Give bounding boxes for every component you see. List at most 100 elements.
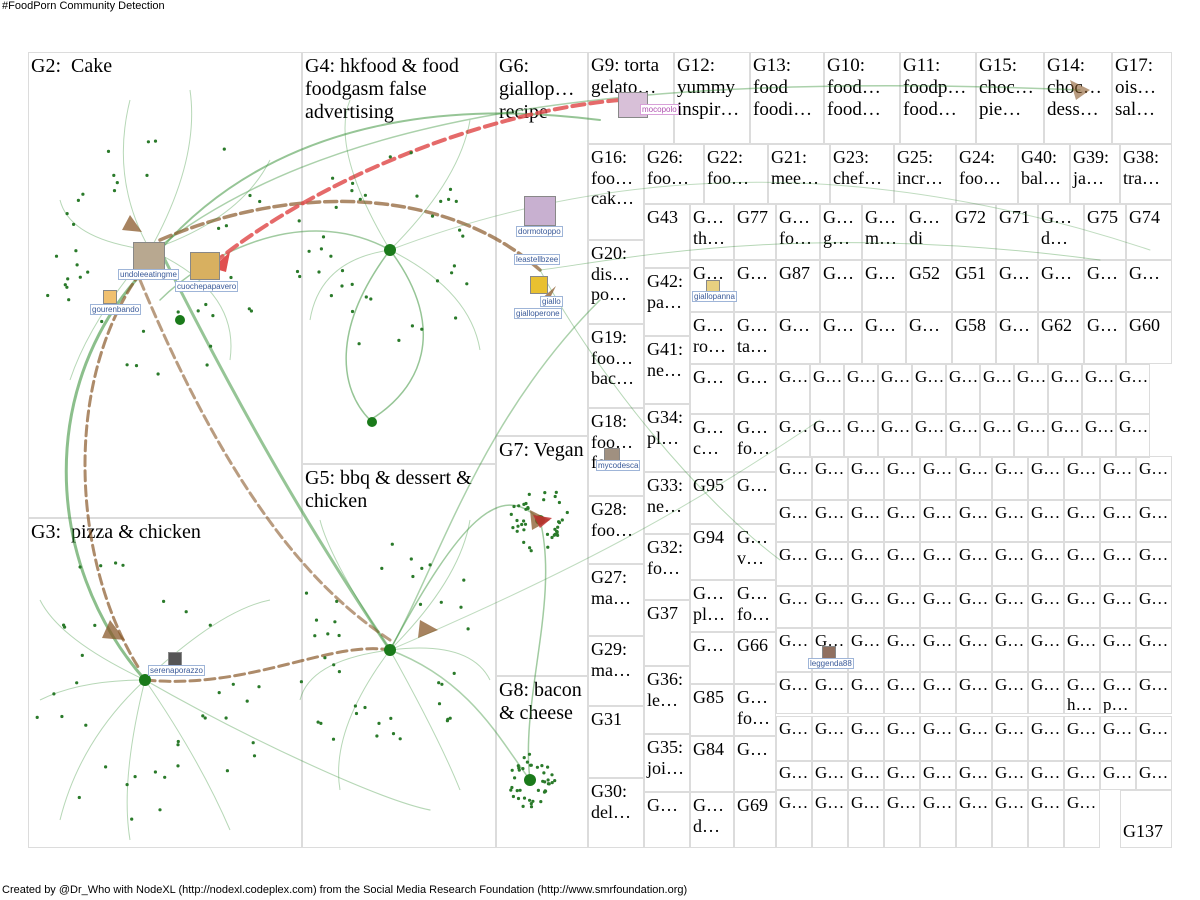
- group-small[interactable]: G… pl…: [690, 580, 734, 632]
- group-small[interactable]: G…: [848, 790, 884, 848]
- group-small[interactable]: G…: [884, 586, 920, 628]
- group-small[interactable]: G…: [776, 542, 812, 586]
- group-small[interactable]: G…: [1084, 312, 1126, 364]
- group-small[interactable]: G…: [992, 760, 1028, 790]
- group-g71[interactable]: G71: [996, 204, 1038, 260]
- group-small[interactable]: G…: [820, 312, 862, 364]
- group-small[interactable]: G… th…: [690, 204, 734, 260]
- group-small[interactable]: G…: [734, 260, 776, 312]
- group-small[interactable]: G…: [956, 500, 992, 542]
- group-small[interactable]: G…: [1126, 260, 1172, 312]
- group-small[interactable]: G…: [1084, 260, 1126, 312]
- group-small[interactable]: G…: [1048, 414, 1082, 458]
- group-g74[interactable]: G74: [1126, 204, 1172, 260]
- group-g12[interactable]: G12: yummy inspir…: [674, 52, 750, 144]
- group-small[interactable]: G…: [1064, 456, 1100, 500]
- group-g38[interactable]: G38: tra…: [1120, 144, 1172, 204]
- group-small[interactable]: G…: [980, 414, 1014, 458]
- group-g24[interactable]: G24: foo…: [956, 144, 1018, 204]
- group-small[interactable]: G…: [1064, 790, 1100, 848]
- group-small[interactable]: G…: [920, 456, 956, 500]
- group-small[interactable]: G…: [996, 312, 1038, 364]
- group-g42[interactable]: G42: pa…: [644, 268, 690, 336]
- group-small[interactable]: G…: [812, 456, 848, 500]
- group-small[interactable]: G…: [1100, 628, 1136, 672]
- group-small[interactable]: G…: [812, 790, 848, 848]
- group-small[interactable]: G…: [1064, 716, 1100, 762]
- group-g85[interactable]: G85: [690, 684, 734, 736]
- group-small[interactable]: G…: [1136, 586, 1172, 628]
- group-small[interactable]: G…: [1136, 672, 1172, 714]
- group-small[interactable]: G…: [946, 364, 980, 414]
- group-small[interactable]: G…: [884, 672, 920, 714]
- group-g77[interactable]: G77: [734, 204, 776, 260]
- group-small[interactable]: G…: [812, 586, 848, 628]
- user-label[interactable]: giallo: [540, 296, 563, 307]
- group-g36[interactable]: G36: le…: [644, 666, 690, 734]
- group-small[interactable]: G…: [776, 586, 812, 628]
- group-small[interactable]: G…: [690, 364, 734, 414]
- group-g41[interactable]: G41: ne…: [644, 336, 690, 404]
- group-small[interactable]: G…: [992, 456, 1028, 500]
- group-small[interactable]: G…: [844, 364, 878, 414]
- group-small[interactable]: G… ta…: [734, 312, 776, 364]
- group-small[interactable]: G…: [862, 312, 906, 364]
- group-small[interactable]: G…: [992, 542, 1028, 586]
- group-g137[interactable]: G137: [1120, 790, 1172, 848]
- group-small[interactable]: G…: [1028, 542, 1064, 586]
- group-small[interactable]: G…: [776, 628, 812, 672]
- group-g33[interactable]: G33: ne…: [644, 472, 690, 534]
- group-small[interactable]: G…: [1038, 260, 1084, 312]
- group-g87[interactable]: G87: [776, 260, 820, 312]
- group-small[interactable]: G…: [884, 760, 920, 790]
- group-small[interactable]: G…: [812, 542, 848, 586]
- group-g51[interactable]: G51: [952, 260, 996, 312]
- group-small[interactable]: G…: [776, 790, 812, 848]
- group-small[interactable]: G…: [884, 628, 920, 672]
- group-small[interactable]: G…: [996, 260, 1038, 312]
- group-small[interactable]: G…: [848, 456, 884, 500]
- group-small[interactable]: G…: [1028, 456, 1064, 500]
- group-small[interactable]: G…: [912, 414, 946, 458]
- group-small[interactable]: G…: [956, 716, 992, 762]
- group-g10[interactable]: G10: food… food…: [824, 52, 900, 144]
- group-small[interactable]: G…: [884, 716, 920, 762]
- group-small[interactable]: G…: [1100, 542, 1136, 586]
- group-small[interactable]: G…: [1028, 586, 1064, 628]
- group-small[interactable]: G…: [1100, 500, 1136, 542]
- group-small[interactable]: G… v…: [734, 524, 776, 580]
- group-small[interactable]: G…: [1014, 364, 1048, 414]
- group-small[interactable]: G…: [1136, 760, 1172, 790]
- user-label[interactable]: giallopanna: [692, 291, 737, 302]
- group-small[interactable]: G…: [920, 542, 956, 586]
- group-small[interactable]: G…: [1100, 760, 1136, 790]
- group-g17[interactable]: G17: ois… sal…: [1112, 52, 1172, 144]
- group-small[interactable]: G…: [992, 586, 1028, 628]
- avatar[interactable]: [530, 276, 548, 294]
- group-small[interactable]: G…: [992, 672, 1028, 714]
- group-small[interactable]: G…: [992, 628, 1028, 672]
- group-small[interactable]: G…: [848, 542, 884, 586]
- group-small[interactable]: G…: [920, 586, 956, 628]
- group-small[interactable]: G…: [734, 472, 776, 524]
- group-small[interactable]: G… fo…: [734, 414, 776, 472]
- group-g58[interactable]: G58: [952, 312, 996, 364]
- group-g29[interactable]: G29: ma…: [588, 636, 644, 706]
- group-small[interactable]: G… fo…: [776, 204, 820, 260]
- group-small[interactable]: G…: [1100, 456, 1136, 500]
- group-g66[interactable]: G66: [734, 632, 776, 684]
- group-g14[interactable]: G14: choc… dess…: [1044, 52, 1112, 144]
- group-small[interactable]: G…: [1116, 364, 1150, 414]
- group-small[interactable]: G…: [844, 414, 878, 458]
- group-small[interactable]: G…: [956, 456, 992, 500]
- group-small[interactable]: G…: [1136, 716, 1172, 762]
- group-small[interactable]: G… p…: [1100, 672, 1136, 714]
- group-small[interactable]: G…: [848, 672, 884, 714]
- group-small[interactable]: G…: [776, 456, 812, 500]
- group-small[interactable]: G…: [812, 760, 848, 790]
- group-small[interactable]: G…: [820, 260, 862, 312]
- group-small[interactable]: G…: [644, 792, 690, 848]
- avatar[interactable]: [168, 652, 182, 666]
- group-small[interactable]: G…: [1064, 542, 1100, 586]
- group-small[interactable]: G…: [812, 716, 848, 762]
